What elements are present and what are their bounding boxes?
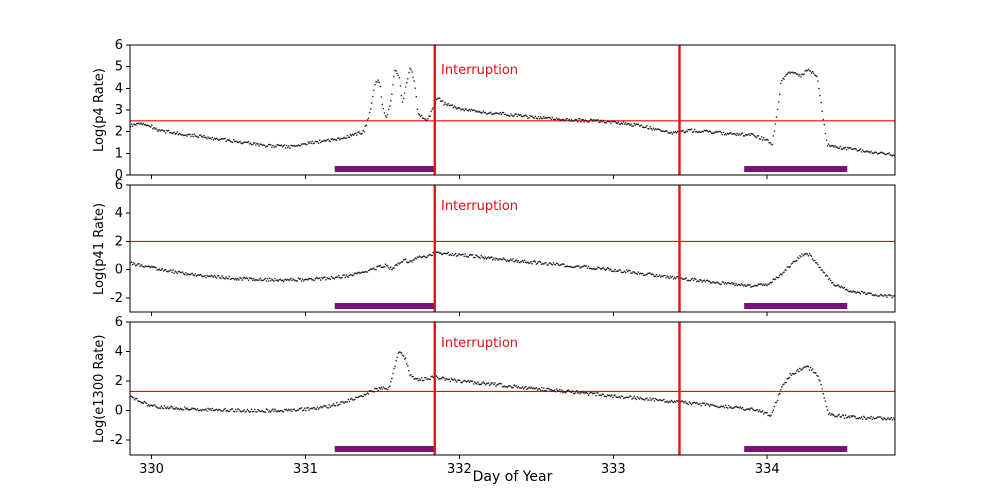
panel-1-content bbox=[130, 67, 895, 172]
tick-label: 332 bbox=[447, 462, 472, 477]
y-axis-title-p41: Log(p41 Rate) bbox=[92, 202, 107, 295]
tick-label: 4 bbox=[115, 81, 123, 96]
panel-2-content bbox=[130, 240, 895, 309]
tick-label: 0 bbox=[115, 404, 123, 419]
series-points bbox=[130, 351, 895, 421]
coverage-bar-2 bbox=[744, 303, 848, 309]
tick-label: 6 bbox=[115, 38, 123, 53]
panel-3-box bbox=[129, 321, 896, 456]
tick-label: 0 bbox=[115, 168, 123, 183]
coverage-bar-2 bbox=[744, 446, 848, 452]
tick-label: 334 bbox=[755, 462, 780, 477]
tick-label: 0 bbox=[115, 263, 123, 278]
tick-label: 4 bbox=[115, 206, 123, 221]
coverage-bar-1 bbox=[334, 446, 435, 452]
series-points bbox=[130, 251, 895, 299]
y-axis-title-e1300: Log(e1300 Rate) bbox=[92, 334, 107, 443]
y-axis-title-p4: Log(p4 Rate) bbox=[92, 68, 107, 152]
interruption-label-panel2: Interruption bbox=[441, 199, 519, 214]
coverage-bar-1 bbox=[334, 166, 435, 172]
tick-label: 331 bbox=[293, 462, 318, 477]
panel-2-box bbox=[129, 184, 896, 313]
tick-label: 330 bbox=[139, 462, 164, 477]
interruption-label-panel1: Interruption bbox=[441, 63, 519, 78]
tick-label: 3 bbox=[115, 103, 123, 118]
tick-label: 5 bbox=[115, 60, 123, 75]
tick-label: 2 bbox=[115, 374, 123, 389]
tick-label: 6 bbox=[115, 315, 123, 330]
tick-label: 1 bbox=[115, 146, 123, 161]
coverage-bar-2 bbox=[744, 166, 848, 172]
series-points bbox=[130, 67, 895, 157]
interruption-label-panel3: Interruption bbox=[441, 336, 519, 351]
panel-3-content bbox=[130, 351, 895, 452]
tick-label: 333 bbox=[601, 462, 626, 477]
tick-label: 2 bbox=[115, 125, 123, 140]
tick-label: -2 bbox=[110, 433, 123, 448]
tick-label: 4 bbox=[115, 345, 123, 360]
coverage-bar-1 bbox=[334, 303, 435, 309]
tick-label: -2 bbox=[110, 291, 123, 306]
x-axis-title: Day of Year bbox=[472, 469, 553, 485]
tick-label: 2 bbox=[115, 234, 123, 249]
tick-label: 6 bbox=[115, 178, 123, 193]
